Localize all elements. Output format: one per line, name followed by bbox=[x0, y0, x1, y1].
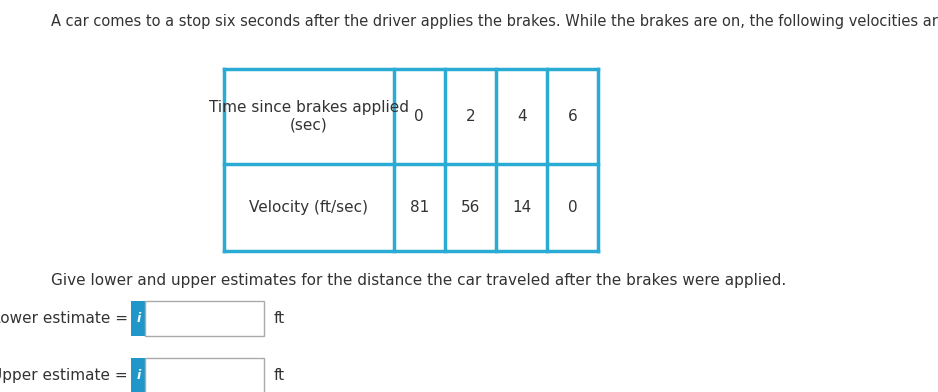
Text: ft: ft bbox=[273, 310, 284, 326]
FancyBboxPatch shape bbox=[131, 358, 145, 392]
Text: 2: 2 bbox=[465, 109, 476, 124]
Text: Upper estimate =: Upper estimate = bbox=[0, 368, 129, 383]
FancyBboxPatch shape bbox=[131, 301, 145, 336]
Text: 81: 81 bbox=[410, 200, 429, 214]
Text: Velocity (ft/sec): Velocity (ft/sec) bbox=[250, 200, 369, 214]
Text: 4: 4 bbox=[517, 109, 526, 124]
Text: Give lower and upper estimates for the distance the car traveled after the brake: Give lower and upper estimates for the d… bbox=[52, 273, 787, 288]
Text: i: i bbox=[136, 312, 141, 325]
Text: A car comes to a stop six seconds after the driver applies the brakes. While the: A car comes to a stop six seconds after … bbox=[52, 14, 938, 29]
Text: Lower estimate =: Lower estimate = bbox=[0, 310, 129, 326]
Text: ft: ft bbox=[273, 368, 284, 383]
Text: 0: 0 bbox=[415, 109, 424, 124]
Text: 6: 6 bbox=[567, 109, 578, 124]
Text: i: i bbox=[136, 369, 141, 382]
Text: Time since brakes applied
(sec): Time since brakes applied (sec) bbox=[209, 100, 409, 133]
FancyBboxPatch shape bbox=[145, 358, 264, 392]
Text: 56: 56 bbox=[461, 200, 480, 214]
FancyBboxPatch shape bbox=[145, 301, 264, 336]
Text: 0: 0 bbox=[568, 200, 578, 214]
Text: 14: 14 bbox=[512, 200, 531, 214]
